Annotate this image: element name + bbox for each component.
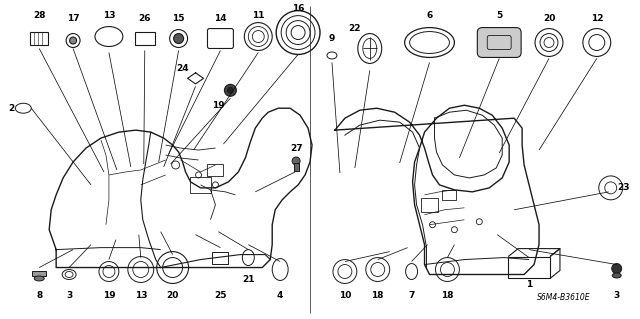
Bar (207, 164, 223, 176)
Text: 20: 20 (543, 14, 555, 23)
Text: 3: 3 (614, 291, 620, 300)
Text: 19: 19 (212, 101, 225, 110)
Bar (508, 256, 550, 278)
Bar (294, 163, 299, 171)
Text: 6: 6 (426, 11, 433, 20)
Text: 24: 24 (176, 64, 189, 73)
Text: 16: 16 (292, 4, 305, 13)
Bar (189, 177, 211, 193)
Circle shape (225, 84, 236, 96)
Text: 15: 15 (172, 14, 185, 23)
Text: 5: 5 (496, 11, 502, 20)
Text: 17: 17 (67, 14, 79, 23)
Text: 10: 10 (339, 291, 351, 300)
Text: 3: 3 (66, 291, 72, 300)
Text: 28: 28 (33, 11, 45, 20)
Text: 26: 26 (138, 14, 151, 23)
Text: 8: 8 (36, 291, 42, 300)
Text: 27: 27 (290, 144, 303, 152)
Text: 12: 12 (591, 14, 603, 23)
Bar (212, 252, 228, 263)
Text: 2: 2 (8, 104, 15, 113)
Bar (32, 271, 46, 277)
Text: S6M4-B3610E: S6M4-B3610E (537, 293, 591, 302)
Text: 14: 14 (214, 14, 227, 23)
Text: 18: 18 (441, 291, 454, 300)
Text: 20: 20 (166, 291, 179, 300)
FancyBboxPatch shape (477, 27, 521, 57)
Bar (135, 32, 155, 46)
Text: 11: 11 (252, 11, 264, 20)
Bar (442, 190, 456, 200)
Text: 4: 4 (277, 291, 284, 300)
Text: 18: 18 (371, 291, 384, 300)
Ellipse shape (612, 273, 621, 278)
Text: 9: 9 (329, 34, 335, 43)
Circle shape (612, 263, 621, 273)
Circle shape (227, 87, 234, 93)
Circle shape (70, 37, 77, 44)
Ellipse shape (35, 276, 44, 281)
Text: 13: 13 (102, 11, 115, 20)
Bar (30, 32, 48, 46)
Circle shape (292, 157, 300, 165)
Text: 1: 1 (526, 280, 532, 289)
Text: 7: 7 (408, 291, 415, 300)
Text: 13: 13 (134, 291, 147, 300)
Text: 19: 19 (102, 291, 115, 300)
Text: 25: 25 (214, 291, 227, 300)
Text: 22: 22 (349, 24, 361, 33)
Text: 23: 23 (618, 183, 630, 192)
Text: 21: 21 (242, 275, 255, 284)
Bar (420, 198, 438, 212)
Circle shape (173, 33, 184, 43)
